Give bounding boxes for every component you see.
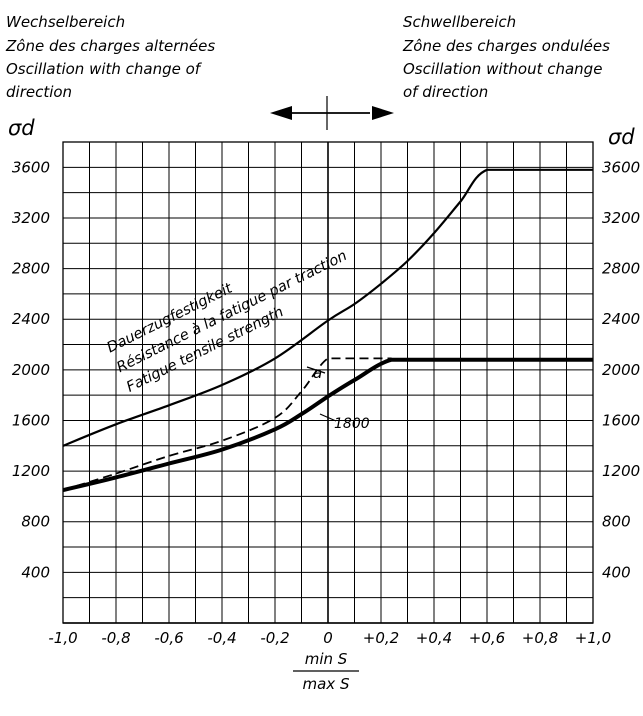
right-region-line-2: Zône des charges ondulées: [402, 37, 610, 55]
x-tick-label: -0,4: [207, 629, 236, 647]
y-tick-label-left: 1200: [12, 462, 50, 480]
x-tick-label: +1,0: [575, 629, 611, 647]
dashed-curve-annotation: a: [306, 364, 326, 382]
left-region-line-1: Wechselbereich: [6, 13, 125, 31]
x-tick-label: -0,6: [154, 629, 183, 647]
y-tick-label-left: 800: [21, 513, 50, 531]
point-1800-label: 1800: [334, 416, 370, 432]
x-axis-numerator: min S: [305, 650, 348, 668]
point-1800-annotation: 1800: [319, 413, 370, 432]
x-tick-label: +0,6: [469, 629, 505, 647]
y-tick-label-left: 400: [21, 563, 50, 581]
x-tick-label: -0,2: [260, 629, 289, 647]
y-tick-label-right: 3600: [602, 158, 640, 176]
y-tick-label-left: 2400: [12, 310, 50, 328]
y-tick-label-right: 1600: [602, 411, 640, 429]
y-tick-label-left: 3600: [12, 158, 50, 176]
grid: [62, 141, 594, 624]
y-axis-label-left: σd: [8, 116, 35, 140]
x-tick-label: +0,8: [522, 629, 558, 647]
y-tick-label-right: 1200: [602, 462, 640, 480]
y-tick-label-right: 2400: [602, 310, 640, 328]
left-region-line-2: Zône des charges alternées: [5, 37, 215, 55]
series-line-solid-thick: [62, 357, 593, 493]
right-region-line-4: of direction: [403, 83, 488, 101]
tick-labels: 400 400 800 800 1200 1200 1600 1600 2000 2000 2400…: [12, 158, 640, 647]
x-tick-label: +0,2: [363, 629, 399, 647]
x-axis-denominator: max S: [303, 675, 350, 693]
right-region-line-1: Schwellbereich: [403, 13, 516, 31]
y-tick-label-right: 2000: [602, 361, 640, 379]
x-tick-label: +0,4: [416, 629, 452, 647]
left-region-line-3: Oscillation with change of: [6, 60, 203, 78]
y-tick-label-right: 400: [602, 563, 631, 581]
series-line-solid-thin: [62, 168, 593, 447]
y-axis-label-right: σd: [608, 125, 635, 149]
curve-label-fr: Résistance à la fatigue par traction: [114, 248, 349, 376]
left-region-line-4: direction: [6, 83, 72, 101]
y-tick-label-right: 3200: [602, 209, 640, 227]
y-tick-label-left: 2800: [12, 260, 50, 278]
y-tick-label-left: 1600: [12, 411, 50, 429]
left-region-header: Wechselbereich Zône des charges alternée…: [5, 13, 215, 101]
x-tick-label: -1,0: [48, 629, 77, 647]
curves: [62, 168, 593, 493]
y-tick-label-right: 800: [602, 513, 631, 531]
y-tick-label-right: 2800: [602, 260, 640, 278]
right-region-header: Schwellbereich Zône des charges ondulées…: [402, 13, 610, 101]
region-divider-arrow: [270, 96, 394, 130]
y-tick-label-left: 2000: [12, 361, 50, 379]
y-tick-label-left: 3200: [12, 209, 50, 227]
right-region-line-3: Oscillation without change: [403, 60, 602, 78]
x-tick-label: -0,8: [101, 629, 130, 647]
plot-frame: [62, 141, 594, 624]
dashed-curve-label: a: [313, 364, 322, 382]
x-axis-label: min S max S: [293, 650, 359, 693]
x-tick-label: 0: [323, 629, 333, 647]
